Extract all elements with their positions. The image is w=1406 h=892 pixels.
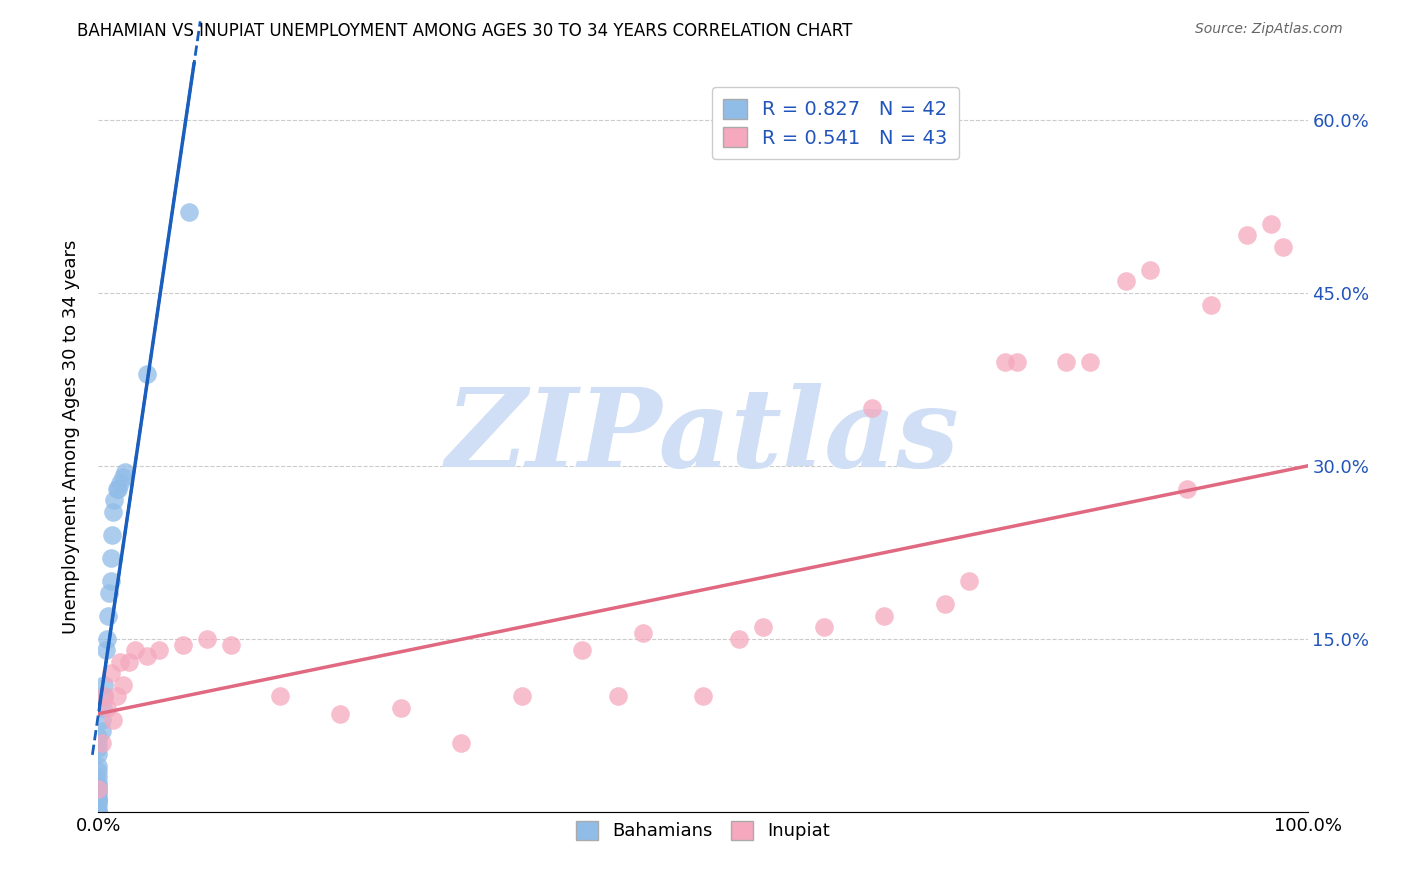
Point <box>571 643 593 657</box>
Point <box>87 805 110 819</box>
Legend: Bahamians, Inupiat: Bahamians, Inupiat <box>569 814 837 847</box>
Point <box>1007 355 1029 369</box>
Point <box>1078 355 1101 369</box>
Point <box>957 574 980 589</box>
Point <box>87 747 110 761</box>
Point <box>179 205 201 219</box>
Point <box>100 551 122 566</box>
Point <box>87 758 110 772</box>
Point <box>101 713 124 727</box>
Point <box>1272 240 1295 254</box>
Point <box>813 620 835 634</box>
Point <box>135 367 157 381</box>
Point <box>510 690 533 704</box>
Point <box>860 401 883 416</box>
Y-axis label: Unemployment Among Ages 30 to 34 years: Unemployment Among Ages 30 to 34 years <box>62 240 80 634</box>
Point <box>1175 482 1198 496</box>
Point <box>108 476 131 491</box>
Point <box>96 632 118 646</box>
Text: Source: ZipAtlas.com: Source: ZipAtlas.com <box>1195 22 1343 37</box>
Point <box>1236 228 1258 243</box>
Point <box>87 784 110 798</box>
Point <box>87 799 110 814</box>
Point <box>87 764 110 779</box>
Point <box>87 770 110 784</box>
Point <box>107 482 129 496</box>
Point <box>105 482 128 496</box>
Point <box>87 776 110 790</box>
Point <box>87 730 110 744</box>
Text: ZIPatlas: ZIPatlas <box>446 384 960 491</box>
Point <box>87 805 110 819</box>
Point <box>93 690 115 704</box>
Point <box>91 735 114 749</box>
Point <box>87 805 110 819</box>
Point <box>1115 275 1137 289</box>
Point <box>269 690 291 704</box>
Point <box>87 793 110 807</box>
Point <box>87 780 110 794</box>
Point <box>631 626 654 640</box>
Point <box>87 741 110 756</box>
Point <box>94 643 117 657</box>
Point <box>91 701 114 715</box>
Text: BAHAMIAN VS INUPIAT UNEMPLOYMENT AMONG AGES 30 TO 34 YEARS CORRELATION CHART: BAHAMIAN VS INUPIAT UNEMPLOYMENT AMONG A… <box>77 22 852 40</box>
Point <box>105 690 128 704</box>
Point <box>450 735 472 749</box>
Point <box>114 465 136 479</box>
Point <box>100 666 122 681</box>
Point <box>111 470 134 484</box>
Point <box>118 655 141 669</box>
Point <box>103 493 125 508</box>
Point <box>87 790 110 805</box>
Point <box>97 608 120 623</box>
Point <box>87 793 110 807</box>
Point <box>91 713 114 727</box>
Point <box>93 690 115 704</box>
Point <box>100 528 122 542</box>
Point <box>1139 263 1161 277</box>
Point <box>148 643 170 657</box>
Point <box>124 643 146 657</box>
Point <box>108 655 131 669</box>
Point <box>87 805 110 819</box>
Point <box>172 638 194 652</box>
Point <box>87 788 110 802</box>
Point <box>87 735 110 749</box>
Point <box>329 706 352 721</box>
Point <box>87 796 110 810</box>
Point <box>607 690 630 704</box>
Point <box>221 638 243 652</box>
Point <box>1054 355 1077 369</box>
Point <box>994 355 1017 369</box>
Point <box>100 574 122 589</box>
Point <box>1260 217 1282 231</box>
Point <box>728 632 751 646</box>
Point <box>98 585 121 599</box>
Point <box>934 597 956 611</box>
Point <box>101 505 124 519</box>
Point <box>389 701 412 715</box>
Point <box>87 781 110 796</box>
Point <box>1199 297 1222 311</box>
Point <box>111 678 134 692</box>
Point <box>752 620 775 634</box>
Point <box>93 678 115 692</box>
Point <box>91 724 114 739</box>
Point <box>87 781 110 796</box>
Point <box>873 608 896 623</box>
Point <box>135 649 157 664</box>
Point <box>96 701 118 715</box>
Point <box>195 632 218 646</box>
Point <box>692 690 714 704</box>
